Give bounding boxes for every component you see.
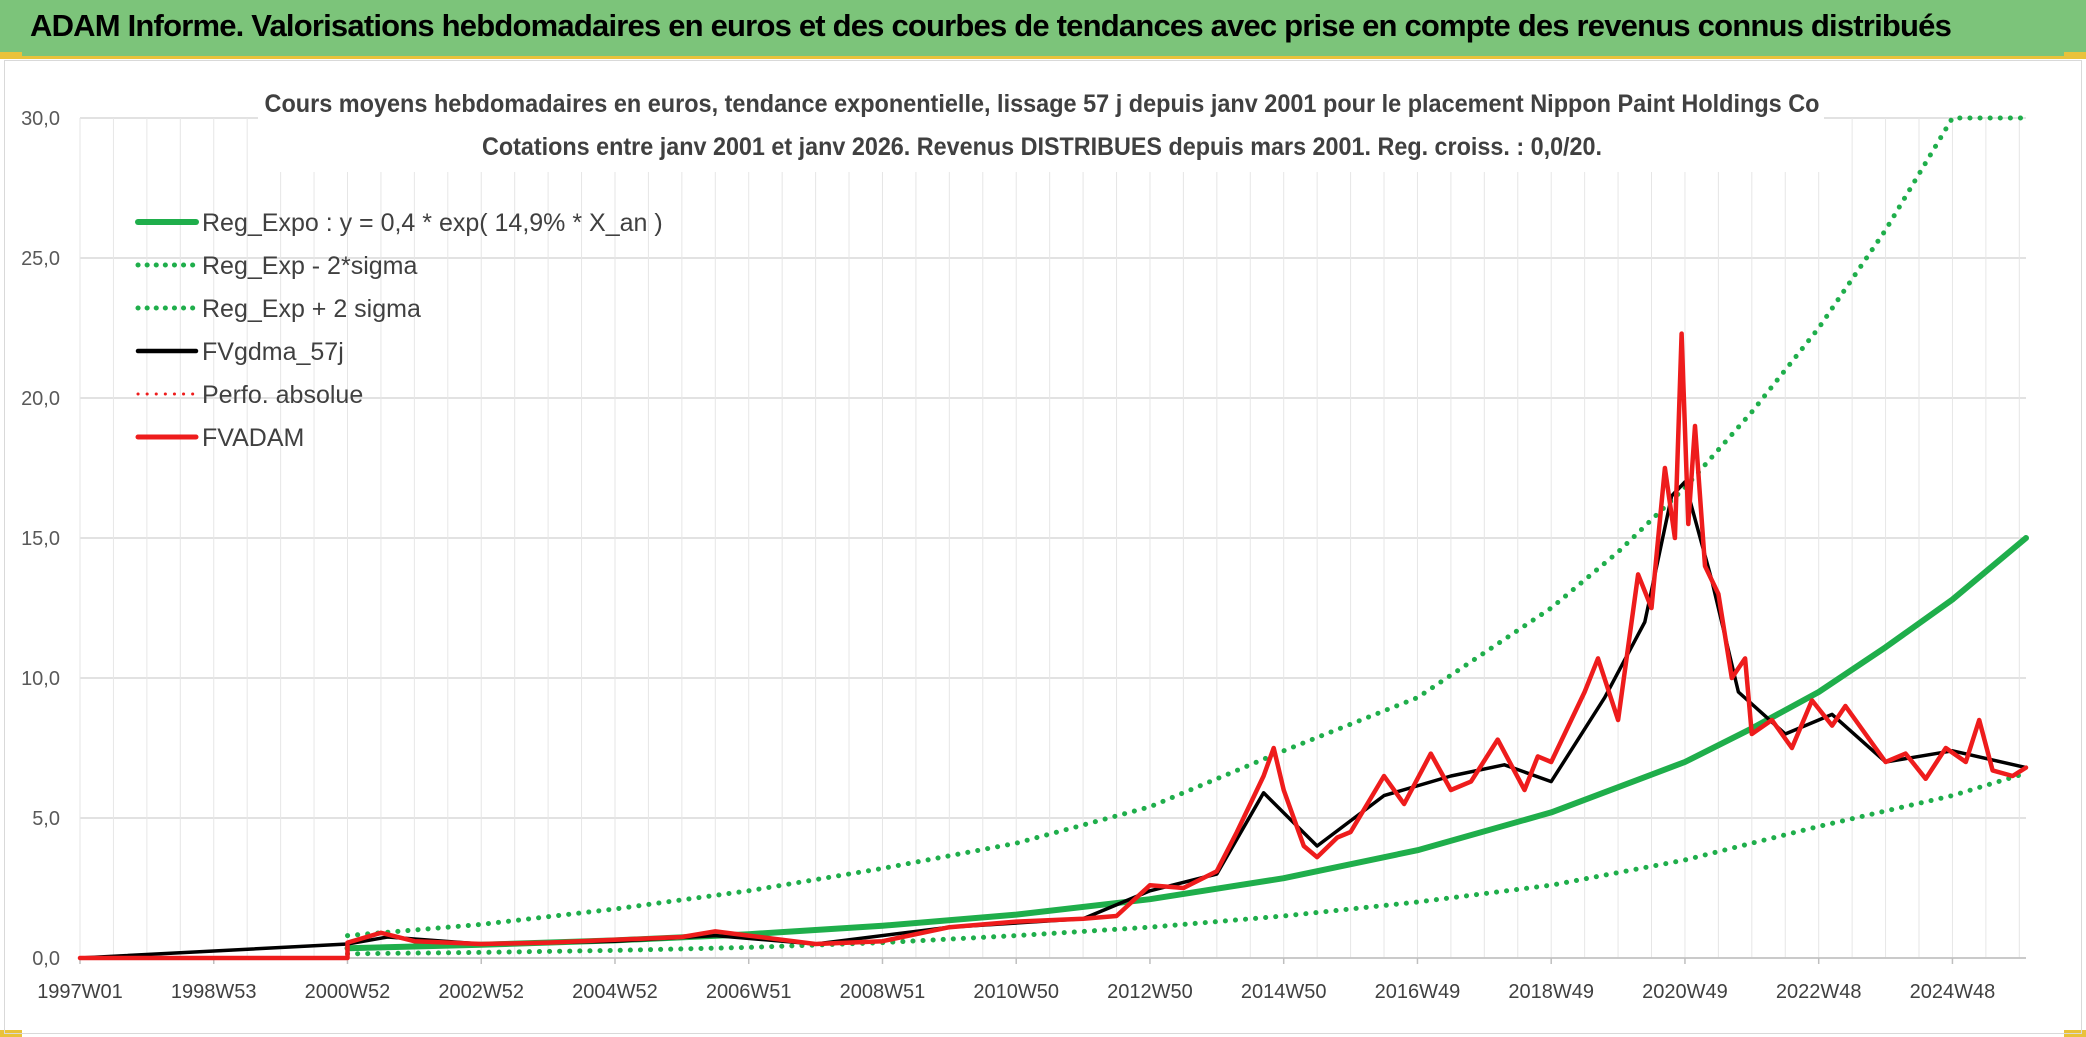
x-tick-label: 2000W52 <box>305 981 391 1003</box>
series-line-1 <box>345 770 2029 957</box>
y-tick-label: 30,0 <box>21 108 60 130</box>
x-tick-label: 2022W48 <box>1776 981 1862 1003</box>
axis-labels: 0,0 5,0 10,0 15,0 20,0 25,0 30,0 1997W01 1998W53… <box>21 108 1995 1003</box>
x-tick-label: 2012W50 <box>1107 981 1193 1003</box>
x-tick-label: 2004W52 <box>572 981 658 1003</box>
x-tick-label: 2010W50 <box>973 981 1059 1003</box>
corner-accent-left <box>0 52 22 59</box>
series-line-5 <box>77 331 2029 961</box>
x-tick-label: 2018W49 <box>1508 981 1594 1003</box>
x-tick-label: 2008W51 <box>840 981 926 1003</box>
series-line-3 <box>78 480 2028 960</box>
series-line-2 <box>345 115 2029 939</box>
chart-title-background <box>258 82 1824 172</box>
chart-legend: Reg_Expo : y = 0,4 * exp( 14,9% * X_an )… <box>135 209 663 452</box>
chart-title-line-2: Cotations entre janv 2001 et janv 2026. … <box>482 133 1602 161</box>
x-tick-label: 2002W52 <box>438 981 524 1003</box>
chart-title-block: Cours moyens hebdomadaires en euros, ten… <box>258 82 1824 172</box>
x-tick-label: 2016W49 <box>1375 981 1461 1003</box>
y-tick-label: 25,0 <box>21 248 60 270</box>
report-banner-title: ADAM Informe. Valorisations hebdomadaire… <box>30 8 1952 43</box>
legend-label: Reg_Expo : y = 0,4 * exp( 14,9% * X_an ) <box>202 209 663 237</box>
legend-label: FVADAM <box>202 424 304 452</box>
y-tick-label: 10,0 <box>21 668 60 690</box>
legend-label: Reg_Exp - 2*sigma <box>202 252 417 280</box>
legend-label: Reg_Exp + 2 sigma <box>202 295 421 323</box>
y-tick-label: 5,0 <box>32 808 60 830</box>
series-lines <box>77 115 2029 961</box>
series-line-4 <box>78 480 2028 960</box>
x-tick-label: 1998W53 <box>171 981 257 1003</box>
chart-title-line-1: Cours moyens hebdomadaires en euros, ten… <box>265 90 1820 118</box>
y-tick-label: 15,0 <box>21 528 60 550</box>
y-tick-label: 20,0 <box>21 388 60 410</box>
grid-lines <box>79 117 2026 959</box>
x-tick-label: 2024W48 <box>1910 981 1996 1003</box>
plot-frame <box>4 60 2082 1034</box>
legend-label: Perfo. absolue <box>202 381 363 409</box>
x-tick-label: 2014W50 <box>1241 981 1327 1003</box>
x-tick-label: 1997W01 <box>37 981 123 1003</box>
corner-accent-right <box>2064 52 2086 59</box>
x-tick-label: 2020W49 <box>1642 981 1728 1003</box>
x-tick-label: 2006W51 <box>706 981 792 1003</box>
y-tick-label: 0,0 <box>32 948 60 970</box>
legend-label: FVgdma_57j <box>202 338 344 366</box>
report-banner: ADAM Informe. Valorisations hebdomadaire… <box>0 0 2086 59</box>
